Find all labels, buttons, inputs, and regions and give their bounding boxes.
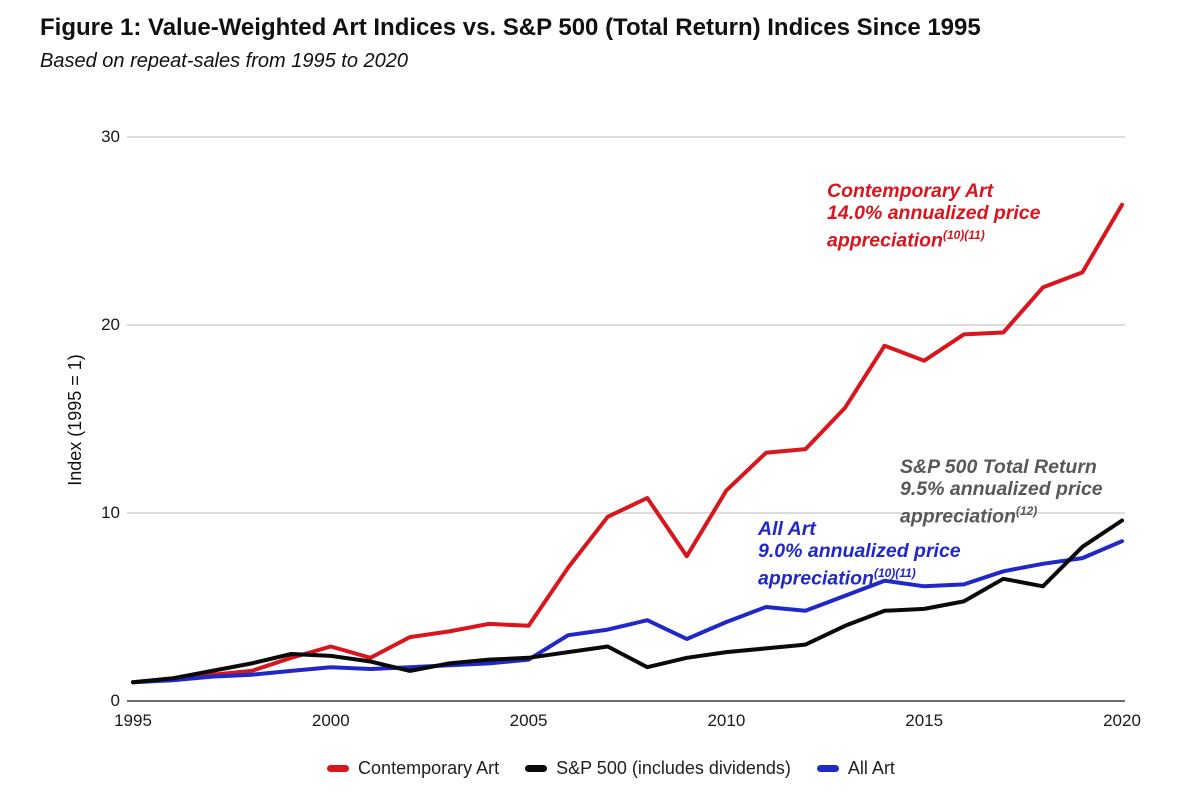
x-tick-label: 2005 [509,711,548,730]
annotation-line: 9.0% annualized price [758,540,961,562]
series-line-s-p-500-includes-dividends- [131,518,1124,685]
footnote-superscript: (10)(11) [942,228,985,242]
legend-item-all-art: All Art [816,758,895,779]
y-tick-label: 10 [101,503,120,522]
annotation-line: All Art [758,518,816,540]
x-tick-label: 1995 [114,711,152,730]
x-tick-label: 2000 [311,711,350,730]
y-axis-title: Index (1995 = 1) [65,354,85,486]
x-tick-label: 2015 [905,711,944,730]
legend-label: S&P 500 (includes dividends) [556,758,791,778]
annotation-line: Contemporary Art [827,180,994,202]
annotation-line: 14.0% annualized price [827,202,1041,224]
legend-label: All Art [847,758,895,778]
figure-subtitle: Based on repeat-sales from 1995 to 2020 [40,50,409,72]
legend-swatch-blue [816,765,839,772]
y-tick-label: 20 [101,315,120,334]
annotation-contemporary-art: Contemporary Art 14.0% annualized price … [827,180,1041,252]
legend-swatch-black [525,765,548,772]
chart-legend: Contemporary Art S&P 500 (includes divid… [0,758,1200,779]
annotation-line: appreciation(10)(11) [827,228,985,252]
footnote-superscript: (10)(11) [873,566,916,580]
series-line-contemporary-art [131,202,1124,685]
legend-label: Contemporary Art [358,758,500,778]
y-tick-label: 0 [110,691,120,710]
annotation-line: 9.5% annualized price [900,478,1103,500]
annotation-line: S&P 500 Total Return [900,456,1097,478]
legend-item-contemporary-art: Contemporary Art [327,758,499,779]
annotation-line: appreciation(10)(11) [758,566,916,590]
footnote-superscript: (12) [1015,504,1038,518]
annotation-sp500: S&P 500 Total Return 9.5% annualized pri… [900,456,1103,528]
x-tick-label: 2010 [707,711,746,730]
y-tick-label: 30 [101,127,120,146]
x-tick-label: 2020 [1103,711,1141,730]
figure-title: Figure 1: Value-Weighted Art Indices vs.… [40,14,981,41]
legend-item-sp500: S&P 500 (includes dividends) [525,758,791,779]
annotation-all-art: All Art 9.0% annualized price appreciati… [758,518,961,590]
legend-swatch-red [327,765,350,772]
series-line-all-art [131,539,1124,685]
annotation-line: appreciation(12) [900,504,1038,528]
